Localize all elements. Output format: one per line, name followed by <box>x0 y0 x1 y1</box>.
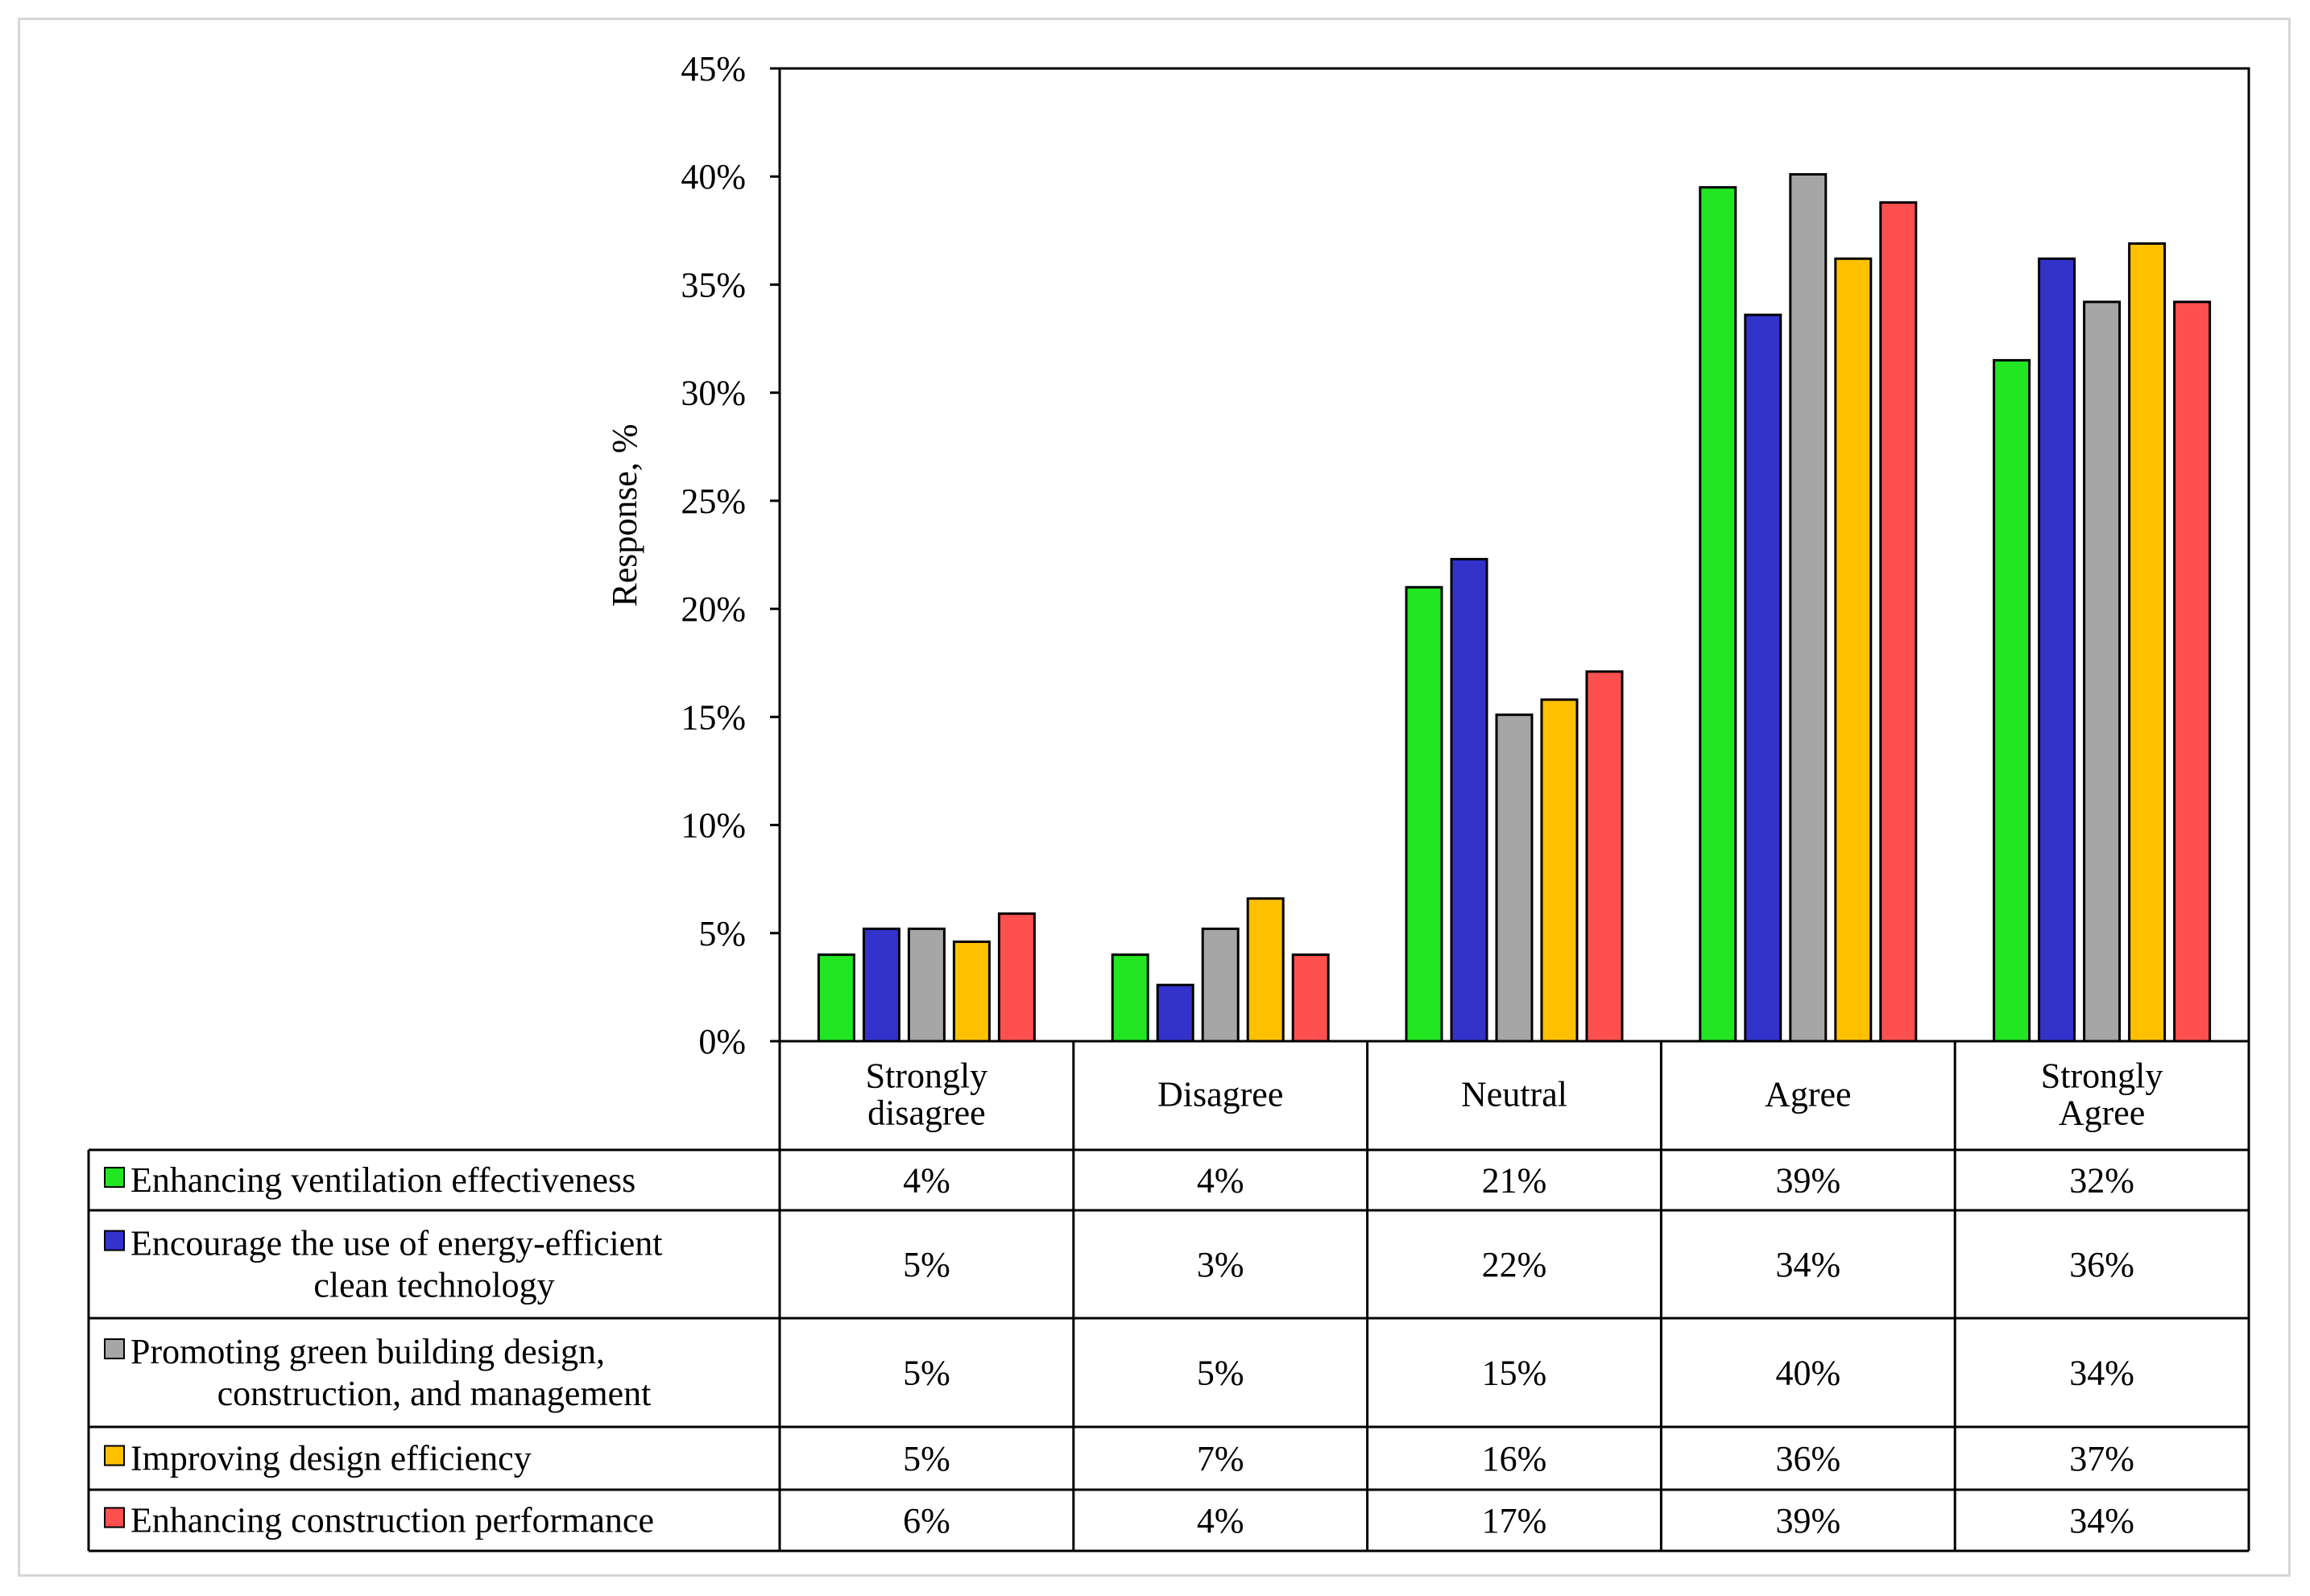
bar <box>1540 698 1579 1043</box>
bar <box>1585 670 1624 1043</box>
data-label: 5% <box>903 1439 950 1478</box>
y-axis-title: Response, % <box>605 424 644 606</box>
data-label: 37% <box>2069 1439 2134 1478</box>
y-tick-label: 35% <box>681 265 746 304</box>
y-tick-label: 10% <box>681 806 746 846</box>
plot-area-border <box>778 67 2250 1043</box>
y-tick-label: 40% <box>681 157 746 196</box>
y-tick-label: 5% <box>698 914 746 953</box>
data-label: 15% <box>1482 1354 1547 1393</box>
category-label: Disagree <box>1157 1074 1283 1114</box>
data-label: 5% <box>903 1245 950 1284</box>
bar <box>862 927 900 1043</box>
y-tick-label: 25% <box>681 482 746 521</box>
category-label: Strongly <box>2041 1056 2163 1095</box>
category-label: Strongly <box>866 1056 988 1095</box>
data-label: 22% <box>1482 1245 1547 1284</box>
series-name: Promoting green building design, <box>130 1332 605 1371</box>
bar <box>1201 927 1240 1043</box>
axes-layer: 0% 5% 10% 15% 20% 25% 30% 35% 40% 45% <box>681 49 2250 1061</box>
data-label: 39% <box>1775 1161 1840 1201</box>
bar <box>2173 300 2212 1043</box>
bar <box>2083 300 2122 1043</box>
category-label: Agree <box>2059 1093 2146 1132</box>
bars-layer <box>817 173 2212 1043</box>
bar <box>1879 201 1918 1043</box>
y-tick-label: 30% <box>681 374 746 413</box>
data-label: 39% <box>1775 1501 1840 1540</box>
legend-key <box>104 1445 125 1466</box>
legend-key <box>104 1167 125 1189</box>
series-name: Enhancing construction performance <box>130 1501 654 1540</box>
data-label: 36% <box>2069 1245 2134 1284</box>
data-label: 34% <box>2069 1354 2134 1393</box>
series-name: clean technology <box>313 1266 554 1305</box>
legend-key <box>104 1507 125 1528</box>
series-name: Encourage the use of energy-efficient <box>130 1224 663 1263</box>
data-label: 21% <box>1482 1161 1547 1201</box>
bar <box>1834 257 1873 1043</box>
bar <box>2128 242 2167 1043</box>
data-label: 4% <box>1197 1501 1244 1540</box>
data-label: 5% <box>903 1354 950 1393</box>
data-label: 7% <box>1197 1439 1244 1478</box>
bar <box>1291 953 1330 1043</box>
bar <box>907 927 946 1043</box>
bar <box>1405 585 1443 1043</box>
series-name: construction, and management <box>217 1374 652 1413</box>
legend-key <box>104 1230 125 1251</box>
category-label: disagree <box>867 1093 986 1132</box>
bar <box>1744 313 1782 1043</box>
bar <box>1993 358 2031 1043</box>
series-name: Improving design efficiency <box>130 1439 532 1478</box>
data-label: 40% <box>1775 1354 1840 1393</box>
y-tick-label: 20% <box>681 589 746 629</box>
bar <box>1495 713 1534 1043</box>
data-label: 3% <box>1197 1245 1244 1284</box>
category-label: Agree <box>1765 1074 1852 1114</box>
bar <box>1246 897 1285 1043</box>
bar <box>1156 983 1194 1043</box>
data-label: 4% <box>903 1161 950 1201</box>
series-name: Enhancing ventilation effectiveness <box>130 1160 635 1200</box>
data-label: 34% <box>1775 1245 1840 1284</box>
bar <box>2038 257 2076 1043</box>
category-label: Neutral <box>1461 1074 1567 1114</box>
bar <box>817 953 855 1043</box>
data-label: 16% <box>1482 1439 1547 1478</box>
bar <box>1789 173 1828 1043</box>
y-tick-label: 0% <box>698 1022 746 1061</box>
data-label: 32% <box>2069 1161 2134 1201</box>
data-label: 36% <box>1775 1439 1840 1478</box>
bar <box>952 941 991 1043</box>
data-label: 4% <box>1197 1161 1244 1201</box>
bar <box>1111 953 1149 1043</box>
data-label: 5% <box>1197 1354 1244 1393</box>
data-label: 6% <box>903 1501 950 1540</box>
bar <box>997 912 1036 1043</box>
bar <box>1699 186 1737 1043</box>
data-label: 17% <box>1482 1501 1547 1540</box>
y-tick-label: 15% <box>681 697 746 737</box>
y-tick-label: 45% <box>681 49 746 89</box>
legend-key <box>104 1338 125 1360</box>
data-label: 34% <box>2069 1501 2134 1540</box>
bar <box>1450 557 1488 1043</box>
